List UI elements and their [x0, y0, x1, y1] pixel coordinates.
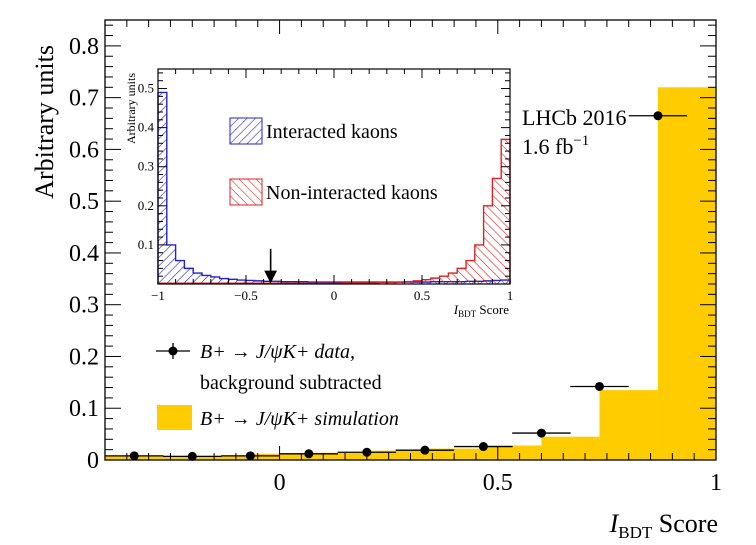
legend-data-marker: [168, 346, 178, 356]
inset-y-axis-title: Arbitrary units: [124, 73, 138, 144]
inset-x-tick-label: −0.5: [234, 288, 258, 303]
x-tick-label: 0.5: [483, 470, 513, 496]
data-points: [105, 111, 688, 461]
inset-bar: [193, 273, 202, 284]
y-tick-label: 0.8: [69, 34, 99, 60]
inset-x-tick-label: 0.5: [414, 288, 430, 303]
inset-y-tick-label: 0.1: [138, 237, 154, 252]
y-tick-label: 0.5: [69, 189, 99, 215]
inset-bar: [175, 260, 185, 284]
inset-x-axis-title: IBDT Score: [453, 302, 509, 319]
y-tick-label: 0.2: [69, 344, 99, 370]
sim-bar: [599, 390, 658, 460]
x-tick-label: 0: [274, 470, 286, 496]
data-point: [478, 442, 488, 452]
data-point: [245, 451, 255, 461]
main-x-axis-title: IBDT Score: [609, 509, 718, 542]
x-tick-label: 1: [710, 470, 722, 496]
inset-y-tick-label: 0.3: [138, 159, 154, 174]
y-tick-label: 0.7: [69, 86, 99, 112]
legend-sim-swatch: [157, 405, 192, 430]
legend-non-interacted-label: Non-interacted kaons: [266, 182, 438, 204]
inset-bar: [378, 282, 387, 284]
inset-x-tick-label: 0: [331, 288, 338, 303]
inset-bar: [474, 244, 484, 284]
inset-bar: [386, 282, 396, 284]
inset-bar: [501, 139, 510, 284]
data-point: [362, 447, 372, 457]
inset-bar: [395, 282, 405, 284]
y-tick-label: 0.1: [69, 396, 99, 422]
main-plot: 0 0.5 1 00.10.20.30.40.50.60.70.8: [69, 19, 722, 496]
luminosity-label: 1.6 fb−1: [522, 133, 589, 159]
data-point: [594, 381, 604, 391]
inset-y-tick-label: 0.2: [138, 198, 154, 213]
inset-y-ticks: 0.1 0.2 0.3 0.4 0.5: [138, 72, 510, 285]
inset-bar: [237, 280, 246, 284]
inset-bar: [422, 279, 431, 284]
legend-interacted-swatch: [229, 117, 263, 145]
inset-histogram-outline: [157, 138, 511, 284]
y-tick-label: 0.6: [69, 137, 99, 163]
data-point: [420, 445, 430, 455]
data-point: [653, 111, 663, 121]
inset-bar: [219, 278, 229, 284]
inset-bar: [202, 275, 211, 284]
sim-bar: [657, 87, 716, 460]
inset-bar: [439, 276, 449, 284]
inset-x-ticks: −1 −0.5 0 0.5 1: [151, 69, 513, 303]
inset-bar: [483, 205, 493, 284]
main-x-ticks: 0 0.5 1: [104, 20, 722, 496]
inset-x-tick-label: 1: [507, 288, 514, 303]
inset-y-tick-label: 0.5: [138, 81, 154, 96]
data-point: [304, 449, 314, 459]
sim-bar: [541, 436, 600, 460]
sim-bar: [366, 450, 425, 460]
legend-sim-label: B+ → J/ψK+ simulation: [200, 408, 399, 430]
inset-bar: [466, 260, 475, 284]
y-tick-label: 0.4: [69, 241, 99, 267]
inset-bar: [246, 280, 255, 284]
inset-bar: [430, 278, 440, 284]
main-y-axis-title: Arbitrary units: [30, 45, 59, 199]
inset-bar: [158, 92, 167, 284]
legend-non-interacted-swatch: [229, 178, 263, 206]
sim-bar: [483, 445, 542, 460]
inset-bar: [492, 178, 502, 284]
inset-bar: [166, 244, 176, 284]
inset-bar: [413, 280, 422, 284]
y-tick-label: 0.3: [69, 293, 99, 319]
inset-bar: [457, 268, 466, 284]
main-y-ticks: 0 0.1 0.2 0.3 0.4 0.5 0.6 0.7 0.8: [69, 24, 716, 474]
non-interacted-kaons-histogram: [157, 138, 511, 284]
inset-bar: [404, 281, 414, 284]
inset-bar: [210, 276, 220, 284]
inset-background: [158, 69, 510, 284]
inset-plot: −1 −0.5 0 0.5 1 0.1 0.2 0.3 0.4 0.5 Arbitrary un…: [124, 68, 513, 319]
data-point: [129, 451, 139, 461]
legend-interacted-label: Interacted kaons: [266, 121, 398, 143]
inset-bar: [184, 268, 194, 284]
inset-bar: [228, 279, 238, 284]
legend-data-label-2: background subtracted: [200, 372, 382, 394]
inset-bar: [448, 273, 458, 284]
inset-y-tick-label: 0.4: [138, 120, 155, 135]
data-point: [536, 428, 546, 438]
sim-bar: [308, 452, 367, 460]
main-legend: B+ → J/ψK+ data, background subtracted B…: [156, 341, 399, 430]
experiment-label: LHCb 2016: [522, 105, 627, 130]
inset-x-tick-label: −1: [151, 288, 165, 303]
inset-bar: [254, 280, 264, 284]
y-tick-label: 0: [87, 448, 99, 474]
legend-data-label: B+ → J/ψK+ data,: [200, 341, 355, 363]
